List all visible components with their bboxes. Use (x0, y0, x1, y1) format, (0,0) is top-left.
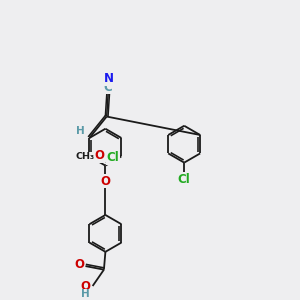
Text: Cl: Cl (178, 173, 190, 186)
Text: O: O (74, 258, 84, 272)
Text: C: C (104, 81, 112, 94)
Text: N: N (104, 72, 114, 85)
Text: H: H (81, 289, 90, 299)
Text: CH₃: CH₃ (76, 152, 95, 161)
Text: H: H (76, 126, 85, 136)
Text: Cl: Cl (107, 151, 120, 164)
Text: O: O (94, 149, 104, 162)
Text: O: O (81, 280, 91, 293)
Text: O: O (100, 175, 110, 188)
